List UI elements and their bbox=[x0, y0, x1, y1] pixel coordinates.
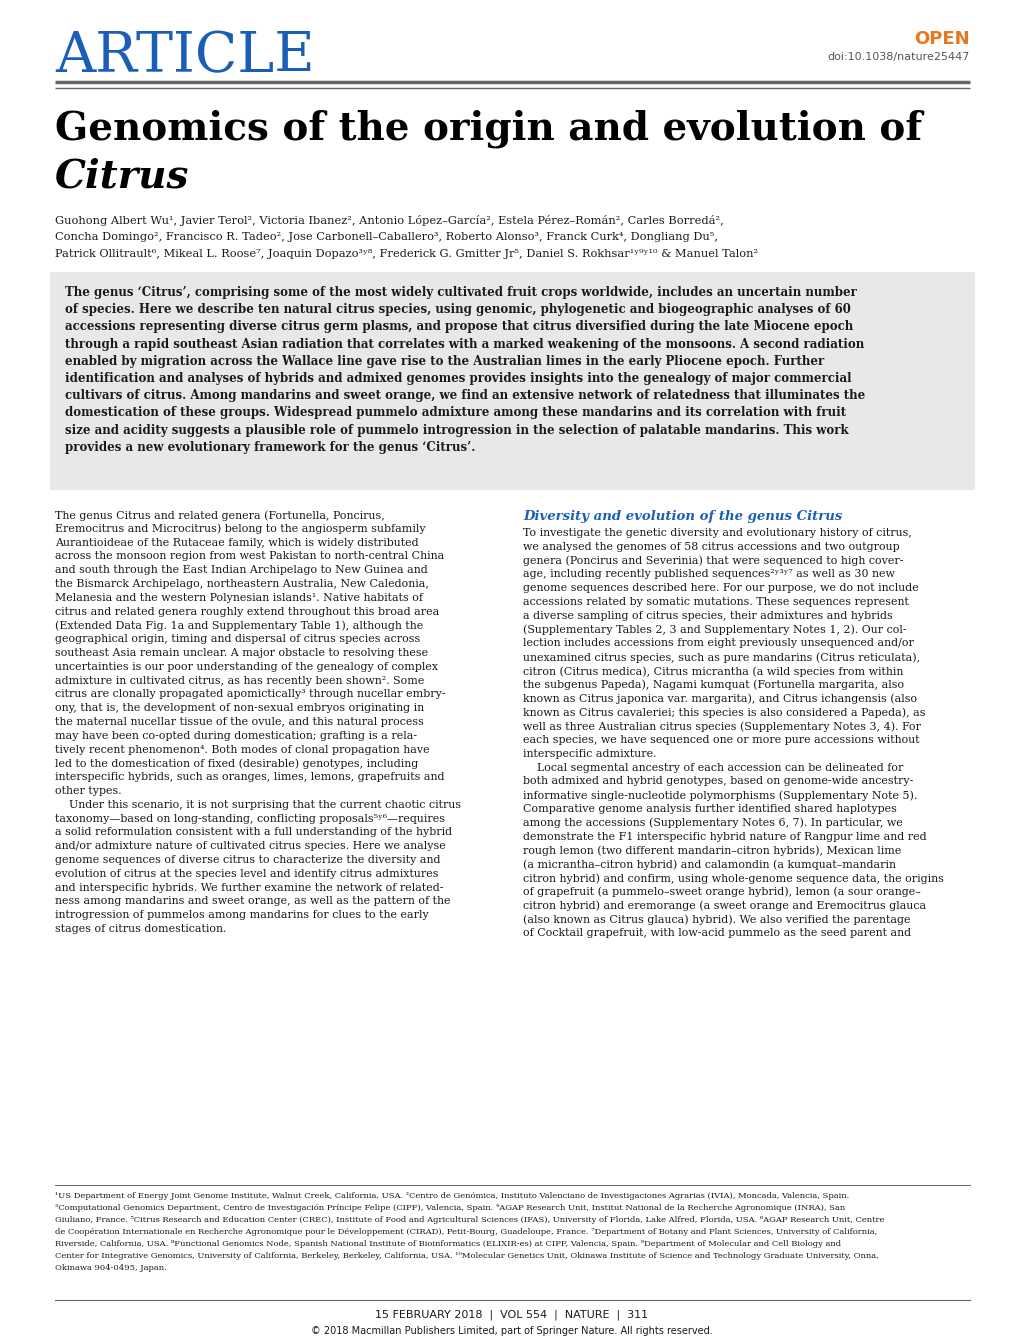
Text: © 2018 Macmillan Publishers Limited, part of Springer Nature. All rights reserve: © 2018 Macmillan Publishers Limited, par… bbox=[311, 1327, 712, 1336]
Text: geographical origin, timing and dispersal of citrus species across: geographical origin, timing and dispersa… bbox=[55, 634, 420, 645]
Text: Guohong Albert Wu¹, Javier Terol², Victoria Ibanez², Antonio López–García², Este: Guohong Albert Wu¹, Javier Terol², Victo… bbox=[55, 214, 723, 226]
Text: Giuliano, France. ⁵Citrus Research and Education Center (CREC), Institute of Foo: Giuliano, France. ⁵Citrus Research and E… bbox=[55, 1215, 883, 1223]
Text: lection includes accessions from eight previously unsequenced and/or: lection includes accessions from eight p… bbox=[523, 638, 913, 649]
Text: (Extended Data Fig. 1a and Supplementary Table 1), although the: (Extended Data Fig. 1a and Supplementary… bbox=[55, 620, 423, 631]
Text: interspecific hybrids, such as oranges, limes, lemons, grapefruits and: interspecific hybrids, such as oranges, … bbox=[55, 772, 444, 783]
Text: 15 FEBRUARY 2018  |  VOL 554  |  NATURE  |  311: 15 FEBRUARY 2018 | VOL 554 | NATURE | 31… bbox=[375, 1311, 648, 1320]
Text: well as three Australian citrus species (Supplementary Notes 3, 4). For: well as three Australian citrus species … bbox=[523, 721, 920, 732]
Text: Citrus: Citrus bbox=[55, 158, 190, 196]
Text: Genomics of the origin and evolution of: Genomics of the origin and evolution of bbox=[55, 110, 921, 149]
Text: Local segmental ancestry of each accession can be delineated for: Local segmental ancestry of each accessi… bbox=[523, 762, 903, 773]
Text: The genus ‘Citrus’, comprising some of the most widely cultivated fruit crops wo: The genus ‘Citrus’, comprising some of t… bbox=[65, 285, 856, 299]
Text: evolution of citrus at the species level and identify citrus admixtures: evolution of citrus at the species level… bbox=[55, 868, 438, 879]
Text: Center for Integrative Genomics, University of California, Berkeley, Berkeley, C: Center for Integrative Genomics, Univers… bbox=[55, 1252, 878, 1260]
Text: tively recent phenomenon⁴. Both modes of clonal propagation have: tively recent phenomenon⁴. Both modes of… bbox=[55, 745, 429, 754]
Text: ³Computational Genomics Department, Centro de Investigación Príncipe Felipe (CIP: ³Computational Genomics Department, Cent… bbox=[55, 1205, 845, 1211]
Text: ¹US Department of Energy Joint Genome Institute, Walnut Creek, California, USA. : ¹US Department of Energy Joint Genome In… bbox=[55, 1193, 849, 1201]
Text: both admixed and hybrid genotypes, based on genome-wide ancestry-: both admixed and hybrid genotypes, based… bbox=[523, 776, 912, 787]
Text: de Coopération Internationale en Recherche Agronomique pour le Développement (CI: de Coopération Internationale en Recherc… bbox=[55, 1227, 876, 1235]
Text: unexamined citrus species, such as pure mandarins (Citrus reticulata),: unexamined citrus species, such as pure … bbox=[523, 653, 919, 663]
Text: citron hybrid) and eremorange (a sweet orange and Eremocitrus glauca: citron hybrid) and eremorange (a sweet o… bbox=[523, 900, 925, 911]
Text: ARTICLE: ARTICLE bbox=[55, 29, 315, 84]
Text: through a rapid southeast Asian radiation that correlates with a marked weakenin: through a rapid southeast Asian radiatio… bbox=[65, 338, 863, 351]
Text: we analysed the genomes of 58 citrus accessions and two outgroup: we analysed the genomes of 58 citrus acc… bbox=[523, 541, 899, 552]
Text: may have been co-opted during domestication; grafting is a rela-: may have been co-opted during domesticat… bbox=[55, 730, 417, 741]
Text: of Cocktail grapefruit, with low-acid pummelo as the seed parent and: of Cocktail grapefruit, with low-acid pu… bbox=[523, 929, 910, 938]
Text: led to the domestication of fixed (desirable) genotypes, including: led to the domestication of fixed (desir… bbox=[55, 758, 418, 769]
Text: cultivars of citrus. Among mandarins and sweet orange, we find an extensive netw: cultivars of citrus. Among mandarins and… bbox=[65, 389, 864, 402]
Text: genome sequences of diverse citrus to characterize the diversity and: genome sequences of diverse citrus to ch… bbox=[55, 855, 440, 866]
Text: accessions representing diverse citrus germ plasms, and propose that citrus dive: accessions representing diverse citrus g… bbox=[65, 320, 853, 334]
Text: size and acidity suggests a plausible role of pummelo introgression in the selec: size and acidity suggests a plausible ro… bbox=[65, 423, 848, 437]
Text: each species, we have sequenced one or more pure accessions without: each species, we have sequenced one or m… bbox=[523, 736, 919, 745]
Text: interspecific admixture.: interspecific admixture. bbox=[523, 749, 656, 758]
Text: doi:10.1038/nature25447: doi:10.1038/nature25447 bbox=[826, 52, 969, 62]
Text: known as Citrus japonica var. margarita), and Citrus ichangensis (also: known as Citrus japonica var. margarita)… bbox=[523, 694, 916, 704]
Text: domestication of these groups. Widespread pummelo admixture among these mandarin: domestication of these groups. Widesprea… bbox=[65, 406, 846, 419]
Text: southeast Asia remain unclear. A major obstacle to resolving these: southeast Asia remain unclear. A major o… bbox=[55, 649, 428, 658]
Text: citrus and related genera roughly extend throughout this broad area: citrus and related genera roughly extend… bbox=[55, 607, 439, 616]
Text: stages of citrus domestication.: stages of citrus domestication. bbox=[55, 925, 226, 934]
Text: Eremocitrus and Microcitrus) belong to the angiosperm subfamily: Eremocitrus and Microcitrus) belong to t… bbox=[55, 524, 425, 535]
Text: a diverse sampling of citrus species, their admixtures and hybrids: a diverse sampling of citrus species, th… bbox=[523, 611, 892, 620]
Text: enabled by migration across the Wallace line gave rise to the Australian limes i: enabled by migration across the Wallace … bbox=[65, 355, 823, 367]
Text: citron (Citrus medica), Citrus micrantha (a wild species from within: citron (Citrus medica), Citrus micrantha… bbox=[523, 666, 903, 677]
Text: genera (Poncirus and Severinia) that were sequenced to high cover-: genera (Poncirus and Severinia) that wer… bbox=[523, 556, 903, 567]
Text: the subgenus Papeda), Nagami kumquat (Fortunella margarita, also: the subgenus Papeda), Nagami kumquat (Fo… bbox=[523, 679, 903, 690]
Text: Concha Domingo², Francisco R. Tadeo², Jose Carbonell–Caballero³, Roberto Alonso³: Concha Domingo², Francisco R. Tadeo², Jo… bbox=[55, 232, 717, 243]
Text: Riverside, California, USA. ⁸Functional Genomics Node, Spanish National Institut: Riverside, California, USA. ⁸Functional … bbox=[55, 1240, 841, 1248]
Text: identification and analyses of hybrids and admixed genomes provides insights int: identification and analyses of hybrids a… bbox=[65, 373, 851, 385]
Text: Aurantioideae of the Rutaceae family, which is widely distributed: Aurantioideae of the Rutaceae family, wh… bbox=[55, 537, 418, 548]
Text: Okinawa 904-0495, Japan.: Okinawa 904-0495, Japan. bbox=[55, 1264, 166, 1272]
Text: the maternal nucellar tissue of the ovule, and this natural process: the maternal nucellar tissue of the ovul… bbox=[55, 717, 424, 728]
Text: informative single-nucleotide polymorphisms (Supplementary Note 5).: informative single-nucleotide polymorphi… bbox=[523, 791, 916, 801]
Text: other types.: other types. bbox=[55, 787, 121, 796]
Text: the Bismarck Archipelago, northeastern Australia, New Caledonia,: the Bismarck Archipelago, northeastern A… bbox=[55, 579, 428, 590]
Text: rough lemon (two different mandarin–citron hybrids), Mexican lime: rough lemon (two different mandarin–citr… bbox=[523, 846, 901, 856]
Text: To investigate the genetic diversity and evolutionary history of citrus,: To investigate the genetic diversity and… bbox=[523, 528, 911, 537]
Text: (also known as Citrus glauca) hybrid). We also verified the parentage: (also known as Citrus glauca) hybrid). W… bbox=[523, 914, 910, 925]
Text: (Supplementary Tables 2, 3 and Supplementary Notes 1, 2). Our col-: (Supplementary Tables 2, 3 and Supplemen… bbox=[523, 624, 906, 635]
Text: ony, that is, the development of non-sexual embryos originating in: ony, that is, the development of non-sex… bbox=[55, 704, 424, 713]
Text: genome sequences described here. For our purpose, we do not include: genome sequences described here. For our… bbox=[523, 583, 918, 594]
Text: and interspecific hybrids. We further examine the network of related-: and interspecific hybrids. We further ex… bbox=[55, 883, 443, 892]
Text: of species. Here we describe ten natural citrus species, using genomic, phylogen: of species. Here we describe ten natural… bbox=[65, 303, 850, 316]
Text: of grapefruit (a pummelo–sweet orange hybrid), lemon (a sour orange–: of grapefruit (a pummelo–sweet orange hy… bbox=[523, 887, 920, 898]
Text: citrus are clonally propagated apomictically³ through nucellar embry-: citrus are clonally propagated apomictic… bbox=[55, 689, 445, 699]
Text: (a micrantha–citron hybrid) and calamondin (a kumquat–mandarin: (a micrantha–citron hybrid) and calamond… bbox=[523, 859, 895, 870]
Text: a solid reformulation consistent with a full understanding of the hybrid: a solid reformulation consistent with a … bbox=[55, 827, 451, 838]
Text: OPEN: OPEN bbox=[913, 29, 969, 48]
Text: Melanesia and the western Polynesian islands¹. Native habitats of: Melanesia and the western Polynesian isl… bbox=[55, 592, 423, 603]
Text: uncertainties is our poor understanding of the genealogy of complex: uncertainties is our poor understanding … bbox=[55, 662, 438, 671]
Bar bbox=[50, 272, 974, 490]
Text: admixture in cultivated citrus, as has recently been shown². Some: admixture in cultivated citrus, as has r… bbox=[55, 675, 424, 686]
Text: taxonomy—based on long-standing, conflicting proposals⁵ʸ⁶—requires: taxonomy—based on long-standing, conflic… bbox=[55, 813, 444, 824]
Text: introgression of pummelos among mandarins for clues to the early: introgression of pummelos among mandarin… bbox=[55, 910, 428, 921]
Text: accessions related by somatic mutations. These sequences represent: accessions related by somatic mutations.… bbox=[523, 598, 908, 607]
Text: across the monsoon region from west Pakistan to north-central China: across the monsoon region from west Paki… bbox=[55, 551, 444, 561]
Text: The genus Citrus and related genera (Fortunella, Poncirus,: The genus Citrus and related genera (For… bbox=[55, 511, 384, 520]
Text: Diversity and evolution of the genus Citrus: Diversity and evolution of the genus Cit… bbox=[523, 511, 842, 523]
Text: Comparative genome analysis further identified shared haplotypes: Comparative genome analysis further iden… bbox=[523, 804, 896, 813]
Text: provides a new evolutionary framework for the genus ‘Citrus’.: provides a new evolutionary framework fo… bbox=[65, 441, 475, 454]
Text: and south through the East Indian Archipelago to New Guinea and: and south through the East Indian Archip… bbox=[55, 565, 427, 575]
Text: age, including recently published sequences²ʸ³ʸ⁷ as well as 30 new: age, including recently published sequen… bbox=[523, 570, 894, 579]
Text: among the accessions (Supplementary Notes 6, 7). In particular, we: among the accessions (Supplementary Note… bbox=[523, 817, 902, 828]
Text: ness among mandarins and sweet orange, as well as the pattern of the: ness among mandarins and sweet orange, a… bbox=[55, 896, 450, 906]
Text: citron hybrid) and confirm, using whole-genome sequence data, the origins: citron hybrid) and confirm, using whole-… bbox=[523, 872, 943, 883]
Text: Under this scenario, it is not surprising that the current chaotic citrus: Under this scenario, it is not surprisin… bbox=[55, 800, 461, 809]
Text: demonstrate the F1 interspecific hybrid nature of Rangpur lime and red: demonstrate the F1 interspecific hybrid … bbox=[523, 832, 925, 842]
Text: known as Citrus cavaleriei; this species is also considered a Papeda), as: known as Citrus cavaleriei; this species… bbox=[523, 708, 924, 718]
Text: and/or admixture nature of cultivated citrus species. Here we analyse: and/or admixture nature of cultivated ci… bbox=[55, 842, 445, 851]
Text: Patrick Ollitrault⁶, Mikeal L. Roose⁷, Joaquin Dopazo³ʸ⁸, Frederick G. Gmitter J: Patrick Ollitrault⁶, Mikeal L. Roose⁷, J… bbox=[55, 249, 757, 259]
